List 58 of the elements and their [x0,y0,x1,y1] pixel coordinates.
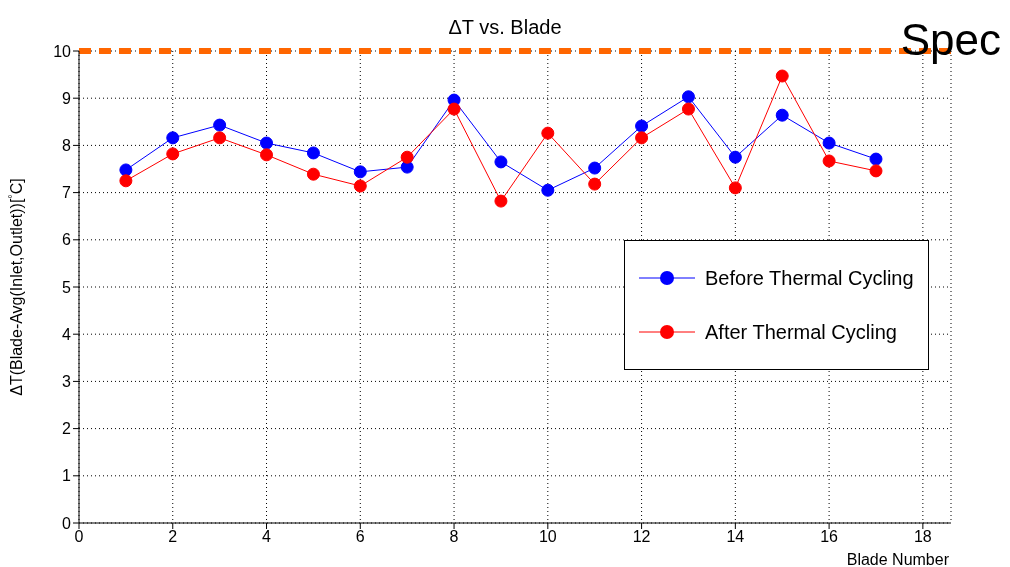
y-tick-label: 6 [62,231,72,249]
point [306,146,320,160]
x-tick-label: 16 [820,528,839,546]
point [588,177,602,191]
x-tick-label: 14 [726,528,745,546]
point [822,154,836,168]
y-tick-label: 9 [62,89,72,107]
x-tick-label: 4 [262,528,272,546]
y-tick-label: 10 [53,42,72,60]
point [213,118,227,132]
point [119,174,133,188]
point [775,108,789,122]
point [775,69,789,83]
point [635,119,649,133]
point [447,102,461,116]
point [260,148,274,162]
point [494,194,508,208]
point [869,164,883,178]
legend-label: After Thermal Cycling [705,320,897,344]
point [353,165,367,179]
point [213,131,227,145]
x-tick-label: 2 [168,528,178,546]
y-tick-label: 5 [62,278,72,296]
x-tick-label: 12 [632,528,651,546]
point [588,161,602,175]
x-tick-label: 0 [74,528,84,546]
point [353,179,367,193]
point [822,136,836,150]
legend-label: Before Thermal Cycling [705,266,914,290]
point [494,155,508,169]
point [119,163,133,177]
point [728,181,742,195]
y-tick-label: 2 [62,420,72,438]
point [681,102,695,116]
x-tick-label: 6 [355,528,365,546]
point [541,183,555,197]
point [166,131,180,145]
point [635,131,649,145]
point [166,147,180,161]
y-tick-label: 4 [62,325,72,343]
point [541,126,555,140]
chart-title: ΔT vs. Blade [448,16,562,38]
point [400,150,414,164]
y-tick-label: 0 [62,514,72,532]
y-tick-label: 1 [62,467,72,485]
y-tick-label: 3 [62,373,72,391]
point [306,167,320,181]
x-axis-title: Blade Number [846,551,950,567]
point [260,136,274,150]
point [728,150,742,164]
x-tick-label: 18 [913,528,932,546]
y-tick-label: 7 [62,184,72,202]
point [869,152,883,166]
y-tick-label: 8 [62,137,72,155]
x-tick-label: 10 [538,528,557,546]
x-tick-label: 8 [449,528,459,546]
point [681,90,695,104]
ref-line-label: Spec [900,15,1001,64]
